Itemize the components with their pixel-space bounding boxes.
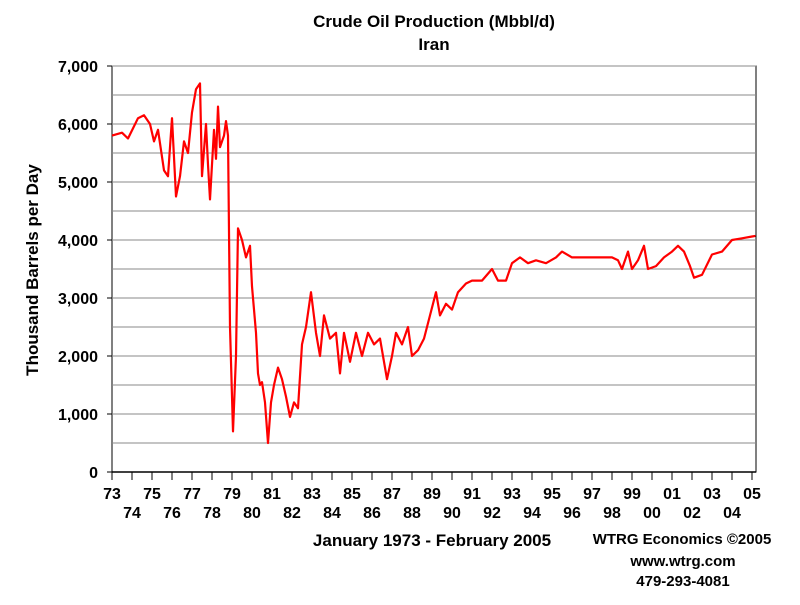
- annotation: www.wtrg.com: [629, 553, 735, 570]
- annotation: 479-293-4081: [636, 573, 729, 590]
- x-tick-label: 94: [523, 505, 541, 522]
- y-axis-label: Thousand Barrels per Day: [23, 164, 42, 376]
- x-axis-label: January 1973 - February 2005: [313, 531, 551, 550]
- x-tick-label: 78: [203, 505, 221, 522]
- x-tick-label: 03: [703, 486, 721, 503]
- x-tick-label: 95: [543, 486, 561, 503]
- x-tick-label: 87: [383, 486, 401, 503]
- annotation: WTRG Economics ©2005: [593, 531, 772, 548]
- x-tick-label: 83: [303, 486, 321, 503]
- x-tick-label: 92: [483, 505, 501, 522]
- x-tick-label: 86: [363, 505, 381, 522]
- x-tick-label: 73: [103, 486, 121, 503]
- x-tick-label: 88: [403, 505, 421, 522]
- x-tick-label: 05: [743, 486, 761, 503]
- y-tick-label: 1,000: [58, 407, 98, 424]
- x-tick-label: 80: [243, 505, 261, 522]
- y-tick-label: 7,000: [58, 59, 98, 76]
- x-tick-label: 99: [623, 486, 641, 503]
- y-tick-label: 0: [89, 465, 98, 482]
- x-tick-label: 79: [223, 486, 241, 503]
- x-tick-label: 82: [283, 505, 301, 522]
- x-tick-label: 97: [583, 486, 601, 503]
- y-tick-label: 2,000: [58, 349, 98, 366]
- y-tick-label: 3,000: [58, 291, 98, 308]
- x-tick-label: 04: [723, 505, 741, 522]
- x-tick-label: 91: [463, 486, 481, 503]
- chart-subtitle: Iran: [418, 35, 449, 54]
- x-tick-label: 76: [163, 505, 181, 522]
- x-tick-label: 81: [263, 486, 281, 503]
- x-tick-label: 90: [443, 505, 461, 522]
- x-tick-label: 96: [563, 505, 581, 522]
- y-tick-label: 5,000: [58, 175, 98, 192]
- x-tick-label: 74: [123, 505, 141, 522]
- x-tick-label: 77: [183, 486, 201, 503]
- x-tick-label: 89: [423, 486, 441, 503]
- x-tick-label: 01: [663, 486, 681, 503]
- x-tick-label: 93: [503, 486, 521, 503]
- chart-title: Crude Oil Production (Mbbl/d): [313, 12, 555, 31]
- x-tick-label: 98: [603, 505, 621, 522]
- x-tick-label: 75: [143, 486, 161, 503]
- x-tick-label: 00: [643, 505, 661, 522]
- x-tick-label: 85: [343, 486, 361, 503]
- y-tick-label: 4,000: [58, 233, 98, 250]
- data-line: [111, 82, 756, 445]
- y-tick-label: 6,000: [58, 117, 98, 134]
- x-tick-label: 02: [683, 505, 701, 522]
- x-tick-label: 84: [323, 505, 341, 522]
